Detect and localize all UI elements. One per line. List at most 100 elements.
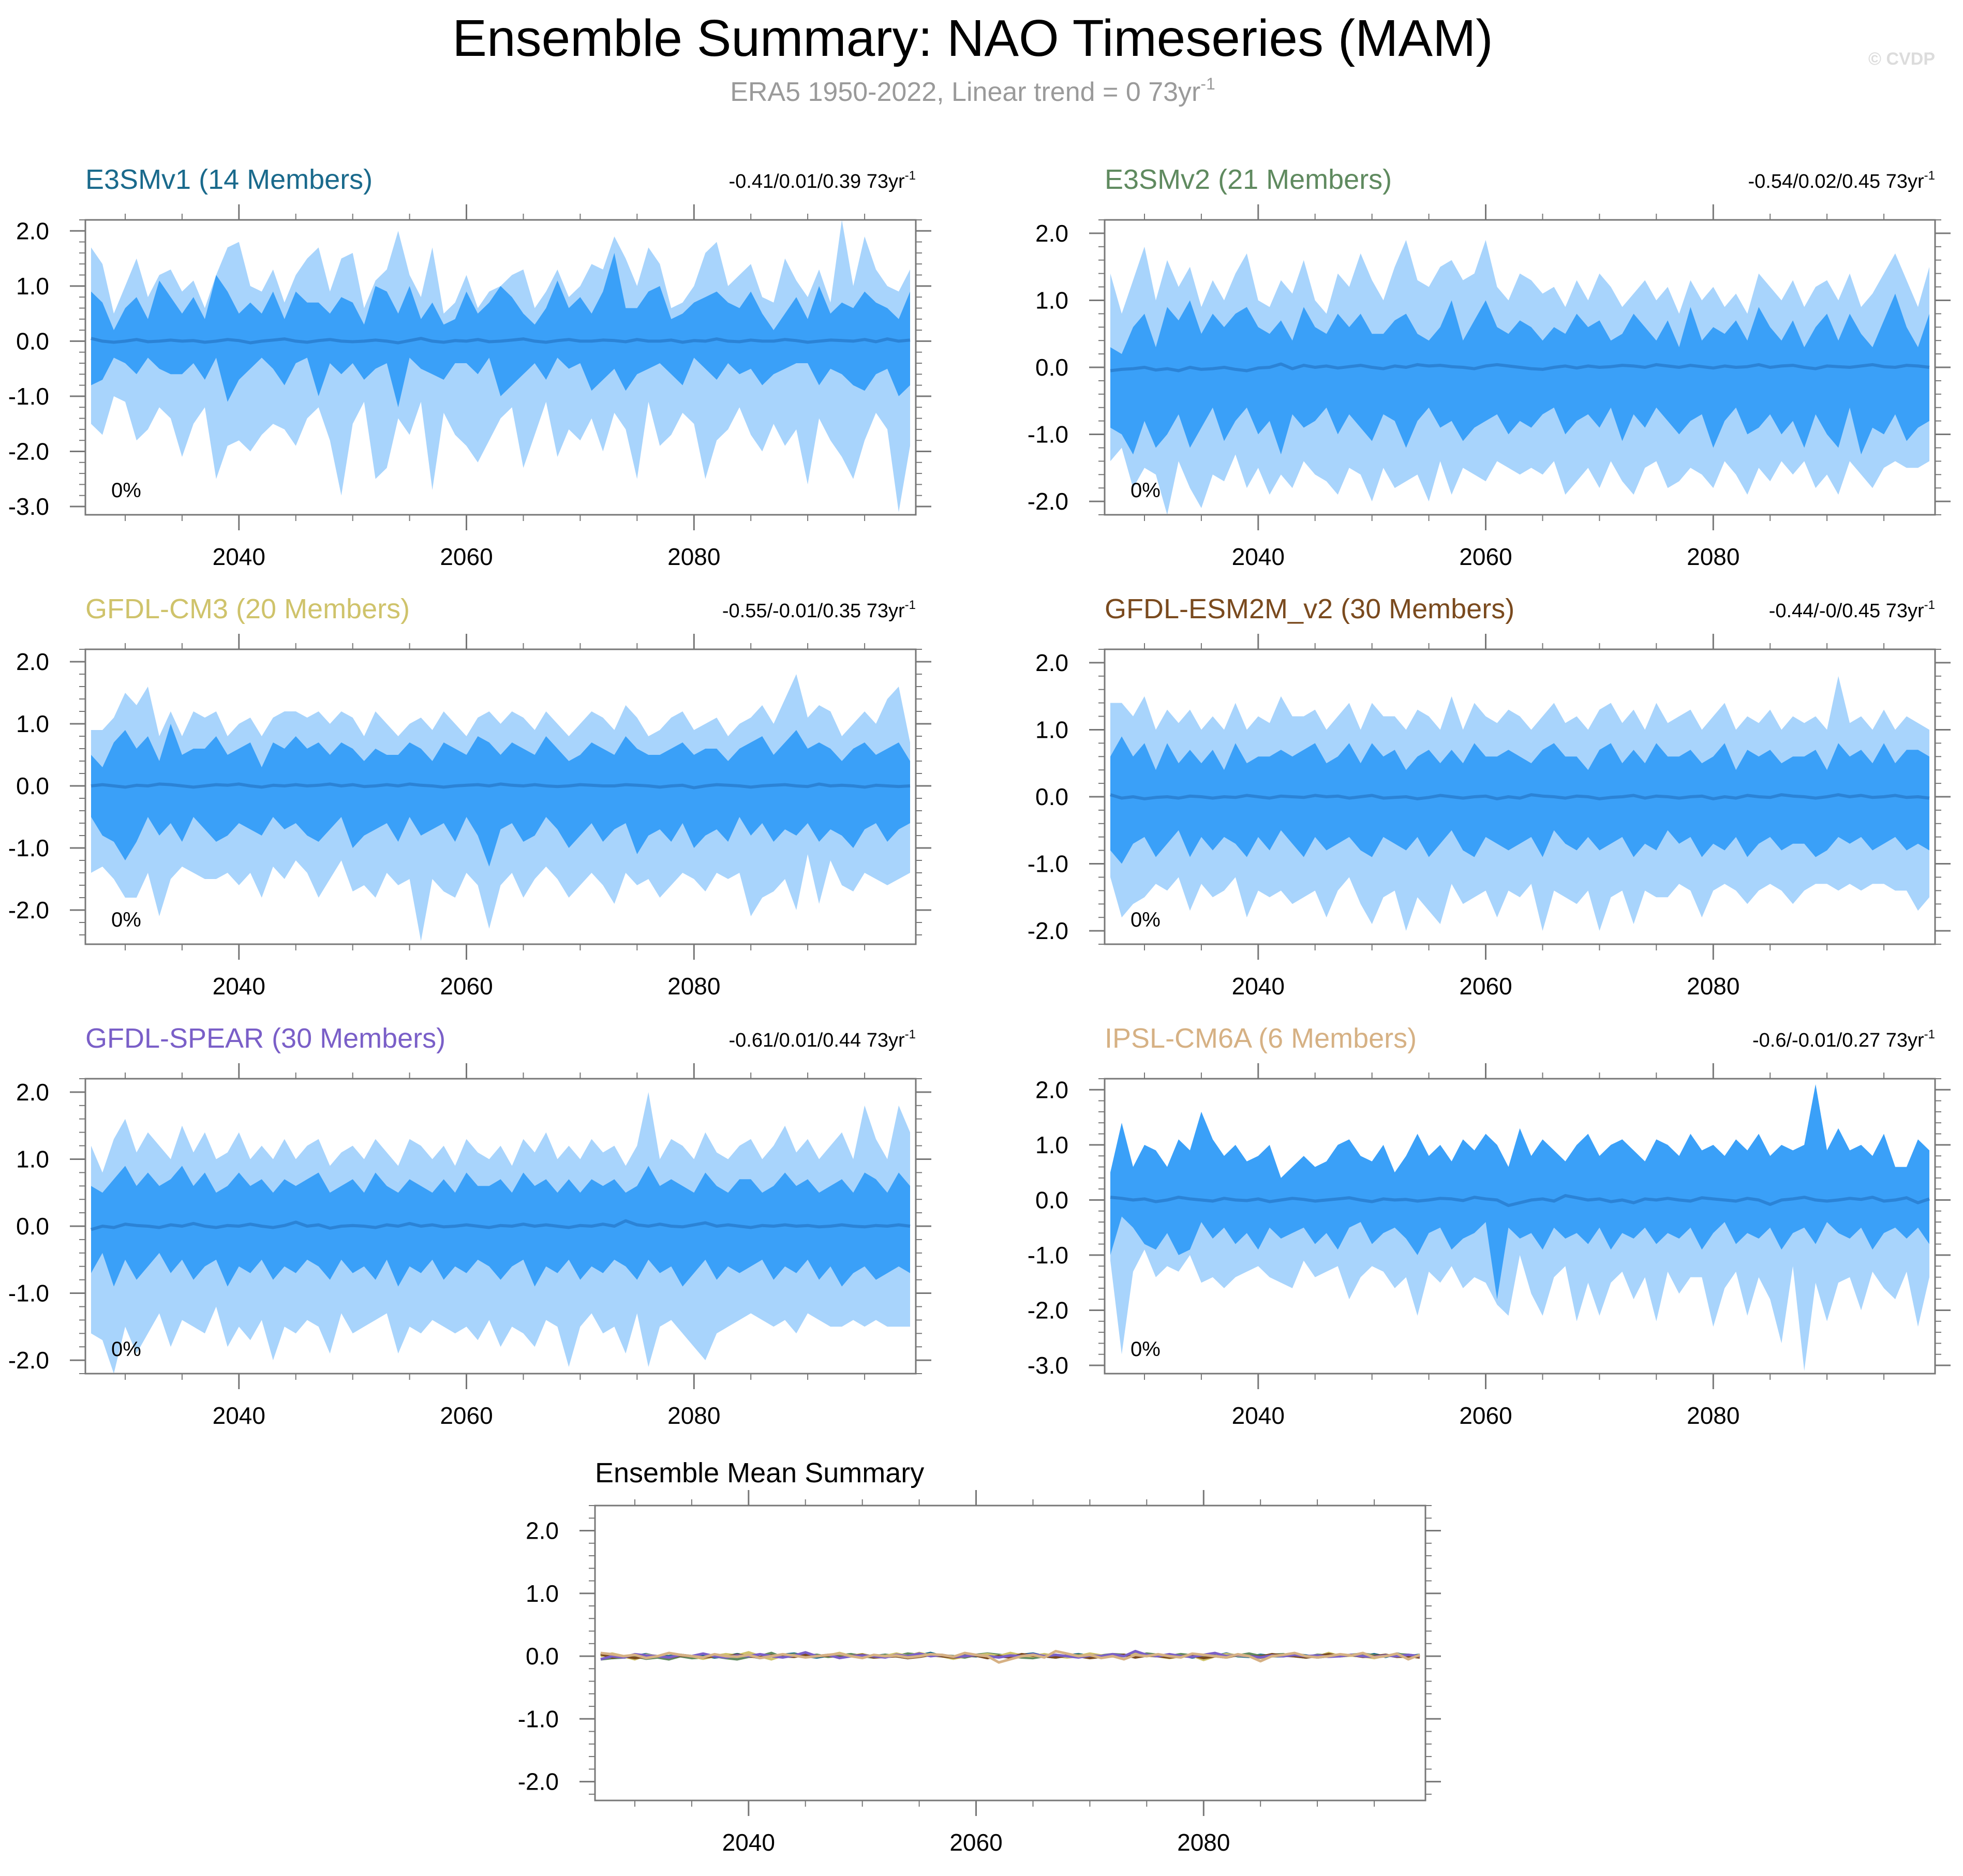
y-tick-label: -2.0 xyxy=(518,1768,559,1795)
panel-e3smv1: 2.0 1.0 0.0 -1.0 -2.0 -3.0 2040 2060 2080 E3SMv1 … xyxy=(8,164,931,570)
x-tick-label: 2060 xyxy=(949,1829,1002,1856)
trend-label-value: -0.61/0.01/0.44 73yr xyxy=(729,1030,905,1051)
y-tick-label: -1.0 xyxy=(518,1705,559,1732)
y-tick-label: -1.0 xyxy=(8,383,49,410)
panel-title: Ensemble Mean Summary xyxy=(595,1457,924,1488)
x-tick-label: 2060 xyxy=(440,1402,493,1429)
trend-label-value: -0.54/0.02/0.45 73yr xyxy=(1748,171,1924,192)
y-tick-label: 2.0 xyxy=(1035,649,1068,676)
x-tick-label: 2080 xyxy=(1687,543,1739,570)
ensemble-mean-line xyxy=(1110,362,1930,373)
inner-band-area xyxy=(91,252,910,408)
ensemble-mean-line xyxy=(91,1219,911,1231)
panel-gfdl-spear: 2.0 1.0 0.0 -1.0 -2.0 2040 2060 2080 GFDL-SPEAR … xyxy=(8,1023,931,1429)
y-tick-label: -2.0 xyxy=(8,1347,49,1374)
inner-band-area xyxy=(1110,293,1929,455)
percent-label: 0% xyxy=(111,479,141,502)
ensemble-mean-line xyxy=(91,782,911,790)
ensemble-mean-line xyxy=(1110,1194,1930,1207)
subtitle-superscript: -1 xyxy=(1200,75,1215,93)
y-tick-label: 2.0 xyxy=(16,1079,49,1106)
y-tick-label: -2.0 xyxy=(8,897,49,924)
panel-title: GFDL-SPEAR (30 Members) xyxy=(85,1023,445,1054)
x-tick-label: 2040 xyxy=(213,543,265,570)
panel-title: E3SMv1 (14 Members) xyxy=(85,164,373,195)
trend-label: -0.55/-0.01/0.35 73yr-1 xyxy=(722,598,916,622)
y-tick-label: 1.0 xyxy=(526,1580,559,1607)
y-tick-label: 0.0 xyxy=(1035,354,1068,381)
panel-ensemble-mean-summary: 2.0 1.0 0.0 -1.0 -2.0 2040 2060 2080 Ensemble Me… xyxy=(518,1457,1441,1856)
percent-label: 0% xyxy=(1131,909,1161,931)
x-tick-label: 2040 xyxy=(1232,973,1285,1000)
trend-label-value: -0.41/0.01/0.39 73yr xyxy=(729,171,905,192)
y-tick-label: -2.0 xyxy=(1028,488,1068,515)
y-tick-label: 0.0 xyxy=(526,1643,559,1670)
panel-title: E3SMv2 (21 Members) xyxy=(1105,164,1392,195)
panel-ipsl-cm6a: 2.0 1.0 0.0 -1.0 -2.0 -3.0 2040 2060 2080 IPSL-CM… xyxy=(1028,1023,1951,1429)
watermark: © CVDP xyxy=(1868,49,1935,69)
panel-e3smv2: 2.0 1.0 0.0 -1.0 -2.0 2040 2060 2080 E3SMv2 (21 … xyxy=(1028,164,1951,570)
x-tick-label: 2080 xyxy=(667,973,720,1000)
y-tick-label: 0.0 xyxy=(16,772,49,799)
y-tick-label: 2.0 xyxy=(1035,220,1068,247)
plot-frame xyxy=(84,219,917,516)
plot-frame xyxy=(1104,1078,1936,1375)
y-tick-label: 0.0 xyxy=(16,327,49,354)
y-tick-label: 1.0 xyxy=(1035,1131,1068,1158)
trend-label-superscript: -1 xyxy=(905,598,916,612)
y-tick-label: -1.0 xyxy=(1028,851,1068,877)
x-tick-label: 2060 xyxy=(1459,1402,1512,1429)
y-tick-label: 2.0 xyxy=(16,217,49,244)
panel-gfdl-esm2m-v2: 2.0 1.0 0.0 -1.0 -2.0 2040 2060 2080 GFDL-ESM2M_… xyxy=(1028,593,1951,1000)
x-tick-label: 2060 xyxy=(440,973,493,1000)
y-tick-label: 0.0 xyxy=(1035,1186,1068,1213)
panel-gfdl-cm3: 2.0 1.0 0.0 -1.0 -2.0 2040 2060 2080 GFDL-CM3 (2… xyxy=(8,593,931,1000)
percent-label: 0% xyxy=(111,1338,141,1361)
y-tick-label: 0.0 xyxy=(1035,783,1068,810)
y-tick-label: -1.0 xyxy=(8,835,49,861)
subtitle-main: ERA5 1950-2022, Linear trend = 0 73yr xyxy=(730,77,1200,107)
trend-label: -0.41/0.01/0.39 73yr-1 xyxy=(729,169,916,192)
trend-label: -0.6/-0.01/0.27 73yr-1 xyxy=(1752,1028,1935,1051)
x-tick-label: 2060 xyxy=(1459,973,1512,1000)
x-tick-label: 2080 xyxy=(667,1402,720,1429)
x-tick-label: 2060 xyxy=(440,543,493,570)
y-tick-label: -2.0 xyxy=(1028,917,1068,944)
trend-label: -0.54/0.02/0.45 73yr-1 xyxy=(1748,169,1935,192)
x-tick-label: 2040 xyxy=(213,1402,265,1429)
y-tick-label: -1.0 xyxy=(1028,421,1068,448)
panel-title: IPSL-CM6A (6 Members) xyxy=(1105,1023,1417,1054)
trend-label-superscript: -1 xyxy=(905,1028,916,1041)
trend-label: -0.61/0.01/0.44 73yr-1 xyxy=(729,1028,916,1051)
y-tick-label: -2.0 xyxy=(1028,1297,1068,1324)
y-tick-label: -1.0 xyxy=(8,1280,49,1307)
y-tick-label: 1.0 xyxy=(1035,287,1068,314)
trend-label-value: -0.55/-0.01/0.35 73yr xyxy=(722,600,905,622)
x-tick-label: 2060 xyxy=(1459,543,1512,570)
x-tick-label: 2080 xyxy=(667,543,720,570)
series-line-ipsl-cm6a xyxy=(600,1649,1420,1664)
y-tick-label: 2.0 xyxy=(1035,1076,1068,1103)
trend-label-superscript: -1 xyxy=(1924,169,1935,183)
percent-label: 0% xyxy=(111,909,141,931)
ensemble-mean-line xyxy=(1110,793,1930,800)
trend-label: -0.44/-0/0.45 73yr-1 xyxy=(1769,598,1935,622)
panels-group: 2.0 1.0 0.0 -1.0 -2.0 -3.0 2040 2060 2080 E3SMv1 … xyxy=(8,164,1951,1856)
inner-band-area xyxy=(91,724,910,867)
figure-subtitle: ERA5 1950-2022, Linear trend = 0 73yr-1 xyxy=(730,75,1215,107)
x-tick-label: 2080 xyxy=(1177,1829,1230,1856)
y-tick-label: 1.0 xyxy=(1035,717,1068,743)
percent-label: 0% xyxy=(1131,1338,1161,1361)
trend-label-value: -0.44/-0/0.45 73yr xyxy=(1769,600,1924,622)
x-tick-label: 2040 xyxy=(722,1829,775,1856)
trend-label-superscript: -1 xyxy=(1924,1028,1935,1041)
y-tick-label: 2.0 xyxy=(16,648,49,675)
trend-label-superscript: -1 xyxy=(905,169,916,183)
y-tick-label: -3.0 xyxy=(1028,1352,1068,1379)
y-tick-label: 1.0 xyxy=(16,273,49,300)
trend-label-value: -0.6/-0.01/0.27 73yr xyxy=(1752,1030,1924,1051)
y-tick-label: 0.0 xyxy=(16,1213,49,1240)
percent-label: 0% xyxy=(1131,479,1161,502)
